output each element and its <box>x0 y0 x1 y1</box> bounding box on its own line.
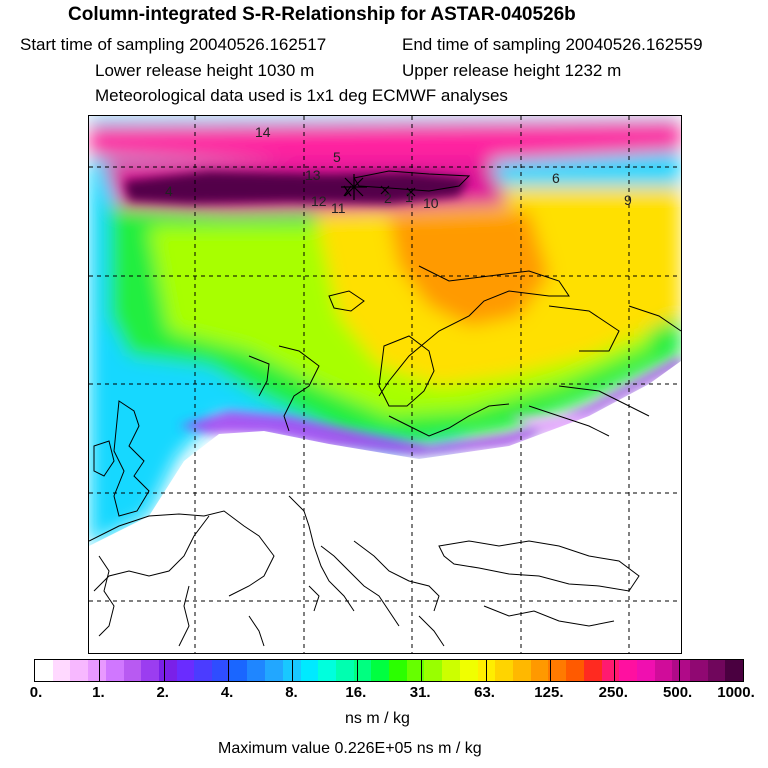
track-label: 10 <box>423 195 439 211</box>
colorbar-tick-label: 4. <box>220 684 234 701</box>
colorbar-tick-label: 500. <box>663 684 693 701</box>
colorbar-tick-label: 1000. <box>717 684 755 701</box>
coastlines <box>89 170 681 647</box>
colorbar-segment <box>282 660 301 681</box>
colorbar-segment <box>70 660 89 681</box>
colorbar-divider <box>163 660 165 681</box>
colorbar-divider <box>421 660 423 681</box>
colorbar-segment <box>672 660 691 681</box>
track-label: 14 <box>255 124 271 140</box>
colorbar-segment <box>707 660 726 681</box>
colorbar-segment <box>512 660 531 681</box>
colorbar-segment <box>442 660 460 681</box>
track-label: 6 <box>552 170 560 186</box>
colorbar-segment <box>636 660 655 681</box>
maximum-value-label: Maximum value 0.226E+05 ns m / kg <box>218 740 482 757</box>
colorbar-units: ns m / kg <box>345 710 410 727</box>
colorbar-segment <box>88 660 106 681</box>
field-white-region <box>89 361 681 653</box>
colorbar-segment <box>35 660 53 681</box>
end-time-label: End time of sampling 20040526.162559 <box>402 35 703 54</box>
colorbar-tick-label: 63. <box>474 684 495 701</box>
colorbar <box>34 659 744 682</box>
colorbar-divider <box>549 660 551 681</box>
colorbar-segment <box>371 660 390 681</box>
colorbar-segment <box>105 660 124 681</box>
field-dark-plume <box>124 171 469 204</box>
colorbar-segment <box>601 660 620 681</box>
colorbar-segment <box>548 660 567 681</box>
sampling-track <box>341 174 416 200</box>
colorbar-tick-label: 2. <box>156 684 169 701</box>
colorbar-segment <box>300 660 319 681</box>
colorbar-divider <box>678 660 680 681</box>
colorbar-segment <box>583 660 602 681</box>
colorbar-divider <box>485 660 487 681</box>
colorbar-segment <box>566 660 584 681</box>
colorbar-segment <box>530 660 549 681</box>
colorbar-segment <box>247 660 266 681</box>
colorbar-segment <box>725 660 744 681</box>
colorbar-tick-label: 125. <box>534 684 564 701</box>
track-label: 2 <box>384 190 392 206</box>
colorbar-segment <box>495 660 513 681</box>
track-label: 4 <box>165 183 173 199</box>
release-site-star <box>341 174 367 200</box>
colorbar-segment <box>229 660 248 681</box>
colorbar-tick-label: 8. <box>285 684 298 701</box>
colorbar-tick-label: 250. <box>598 684 628 701</box>
colorbar-segment <box>158 660 177 681</box>
colorbar-segment <box>459 660 478 681</box>
colorbar-divider <box>99 660 101 681</box>
colorbar-segment <box>176 660 195 681</box>
track-label: 11 <box>331 200 346 216</box>
track-label: 13 <box>305 167 321 183</box>
colorbar-segment <box>194 660 213 681</box>
colorbar-segment <box>654 660 673 681</box>
concentration-map: 14 5 13 4 12 11 2 1 10 6 9 <box>88 115 682 654</box>
colorbar-segment <box>424 660 443 681</box>
colorbar-divider <box>614 660 616 681</box>
colorbar-segment <box>353 660 372 681</box>
track-label: 5 <box>333 149 341 165</box>
colorbar-tick-label: 1. <box>92 684 105 701</box>
colorbar-segment <box>619 660 637 681</box>
colorbar-divider <box>228 660 230 681</box>
graticule <box>89 116 681 653</box>
colorbar-segment <box>141 660 159 681</box>
colorbar-segment <box>123 660 142 681</box>
colorbar-tick-label: 0. <box>29 684 43 701</box>
colorbar-segment <box>389 660 407 681</box>
colorbar-segment <box>406 660 425 681</box>
colorbar-divider <box>356 660 358 681</box>
colorbar-segment <box>318 660 336 681</box>
colorbar-segment <box>265 660 283 681</box>
lower-release-height-label: Lower release height 1030 m <box>95 61 315 80</box>
track-label: 12 <box>311 193 327 209</box>
upper-release-height-label: Upper release height 1232 m <box>402 61 622 80</box>
track-label: 9 <box>624 192 632 208</box>
plot-title: Column-integrated S-R-Relationship for A… <box>68 4 576 25</box>
colorbar-tick-label: 31. <box>409 684 431 701</box>
field-pink-top <box>89 121 681 161</box>
colorbar-segment <box>690 660 708 681</box>
start-time-label: Start time of sampling 20040526.162517 <box>20 35 327 54</box>
colorbar-divider <box>292 660 294 681</box>
track-label: 1 <box>405 189 413 205</box>
map-field <box>89 116 681 653</box>
meteorological-data-label: Meteorological data used is 1x1 deg ECMW… <box>95 86 508 105</box>
colorbar-tick-label: 16. <box>345 684 367 701</box>
colorbar-segment <box>52 660 71 681</box>
field-orange <box>389 211 549 326</box>
colorbar-segment <box>335 660 354 681</box>
colorbar-segment <box>212 660 230 681</box>
